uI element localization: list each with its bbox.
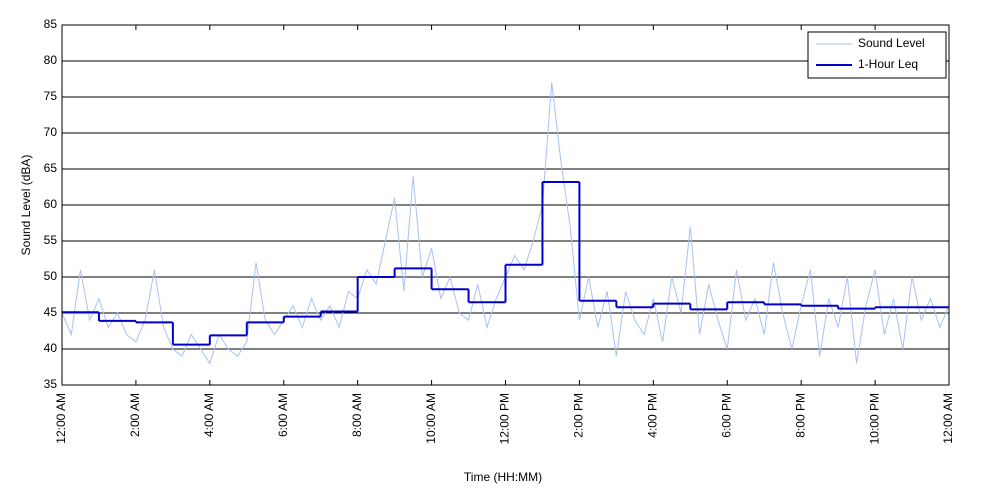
x-tick-label: 2:00 AM <box>128 393 142 437</box>
x-tick-label: 10:00 AM <box>424 393 438 444</box>
y-tick-label: 35 <box>44 377 58 391</box>
y-tick-label: 75 <box>44 89 58 103</box>
y-tick-label: 40 <box>44 341 58 355</box>
x-tick-label: 2:00 PM <box>572 393 586 438</box>
y-tick-label: 45 <box>44 305 58 319</box>
x-tick-label: 4:00 AM <box>202 393 216 437</box>
plot-border <box>61 24 950 386</box>
y-axis-title: Sound Level (dBA) <box>19 155 33 256</box>
x-tick-label: 10:00 PM <box>867 393 881 444</box>
x-tick-label: 12:00 AM <box>941 393 955 444</box>
x-tick-label: 8:00 PM <box>793 393 807 438</box>
x-tick-label: 8:00 AM <box>350 393 364 437</box>
y-tick-label: 55 <box>44 233 58 247</box>
legend-box <box>807 31 947 79</box>
x-axis-title: Time (HH:MM) <box>464 470 542 484</box>
legend-label: 1-Hour Leq <box>858 57 918 71</box>
x-tick-label: 12:00 AM <box>54 393 68 444</box>
y-tick-label: 60 <box>44 197 58 211</box>
x-tick-label: 6:00 PM <box>719 393 733 438</box>
legend-label: Sound Level <box>858 36 925 50</box>
x-tick-label: 4:00 PM <box>646 393 660 438</box>
y-tick-label: 80 <box>44 53 58 67</box>
y-tick-label: 85 <box>44 17 58 31</box>
y-tick-label: 70 <box>44 125 58 139</box>
y-tick-label: 65 <box>44 161 58 175</box>
x-tick-label: 12:00 PM <box>498 393 512 444</box>
y-tick-label: 50 <box>44 269 58 283</box>
x-tick-label: 6:00 AM <box>276 393 290 437</box>
